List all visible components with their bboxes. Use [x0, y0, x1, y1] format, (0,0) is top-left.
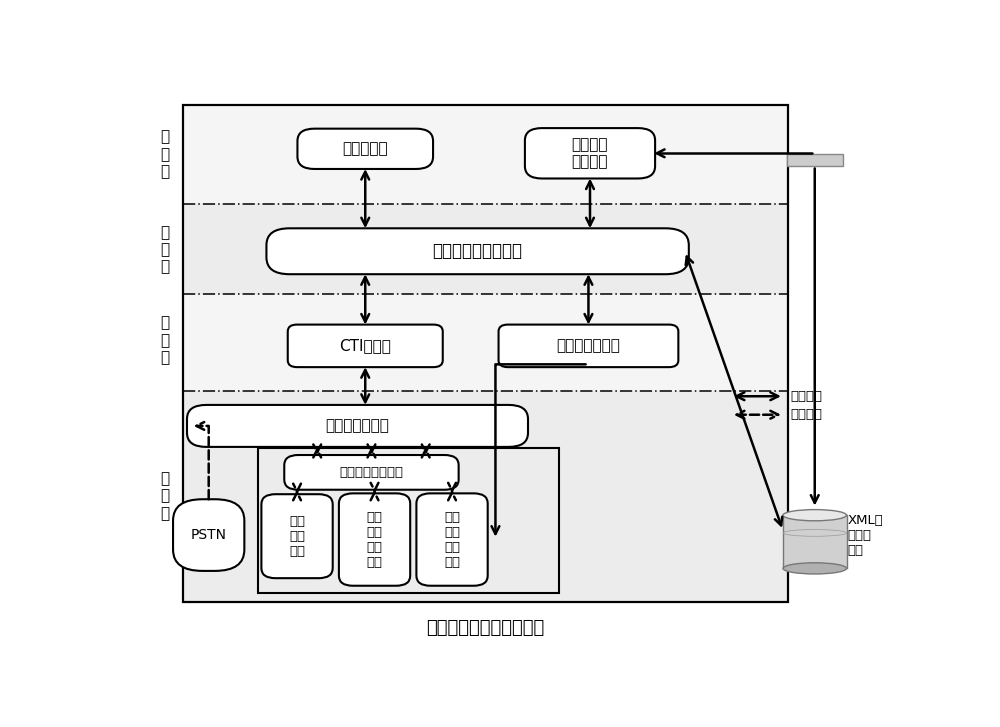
Text: 调度客户端: 调度客户端: [342, 141, 388, 156]
FancyBboxPatch shape: [339, 494, 410, 586]
Text: 核
心
层: 核 心 层: [161, 225, 170, 275]
Bar: [183, 294, 788, 390]
Text: 短波
电台
接入
网关: 短波 电台 接入 网关: [367, 510, 383, 569]
Bar: [183, 204, 788, 294]
Bar: [787, 154, 843, 166]
Text: PSTN: PSTN: [191, 528, 227, 542]
Text: 自动语音检测设备: 自动语音检测设备: [339, 466, 403, 479]
Text: XML和
数据库
资源: XML和 数据库 资源: [847, 513, 883, 557]
Text: 控制信息: 控制信息: [790, 390, 822, 403]
Text: 设
备
层: 设 备 层: [161, 471, 170, 521]
Bar: [783, 515, 847, 569]
Text: 音频信息: 音频信息: [790, 409, 822, 421]
FancyBboxPatch shape: [173, 499, 244, 571]
Text: CTI服务器: CTI服务器: [339, 338, 391, 353]
Text: 服务配置
管理系统: 服务配置 管理系统: [572, 137, 608, 169]
Text: 手机
接入
网关: 手机 接入 网关: [289, 515, 305, 558]
FancyBboxPatch shape: [284, 455, 459, 490]
FancyBboxPatch shape: [187, 405, 528, 447]
Text: 程控数字交换机: 程控数字交换机: [326, 419, 389, 433]
Text: 无线接入服务器: 无线接入服务器: [557, 338, 620, 353]
FancyBboxPatch shape: [525, 128, 655, 179]
Bar: [258, 448, 559, 593]
FancyBboxPatch shape: [297, 129, 433, 169]
FancyBboxPatch shape: [499, 324, 678, 367]
Bar: [183, 105, 788, 204]
Text: 综合通信系统体系架构图: 综合通信系统体系架构图: [426, 619, 544, 637]
FancyBboxPatch shape: [416, 494, 488, 586]
Ellipse shape: [783, 510, 847, 521]
Ellipse shape: [783, 563, 847, 574]
FancyBboxPatch shape: [288, 324, 443, 367]
Text: 呼叫调度管理服务器: 呼叫调度管理服务器: [433, 242, 523, 260]
Bar: [183, 390, 788, 602]
Text: 无线
电台
接入
网关: 无线 电台 接入 网关: [444, 510, 460, 569]
Bar: [183, 105, 788, 602]
FancyBboxPatch shape: [266, 228, 689, 274]
Text: 应
用
层: 应 用 层: [161, 129, 170, 180]
Text: 控
制
层: 控 制 层: [161, 316, 170, 365]
FancyBboxPatch shape: [261, 494, 333, 578]
